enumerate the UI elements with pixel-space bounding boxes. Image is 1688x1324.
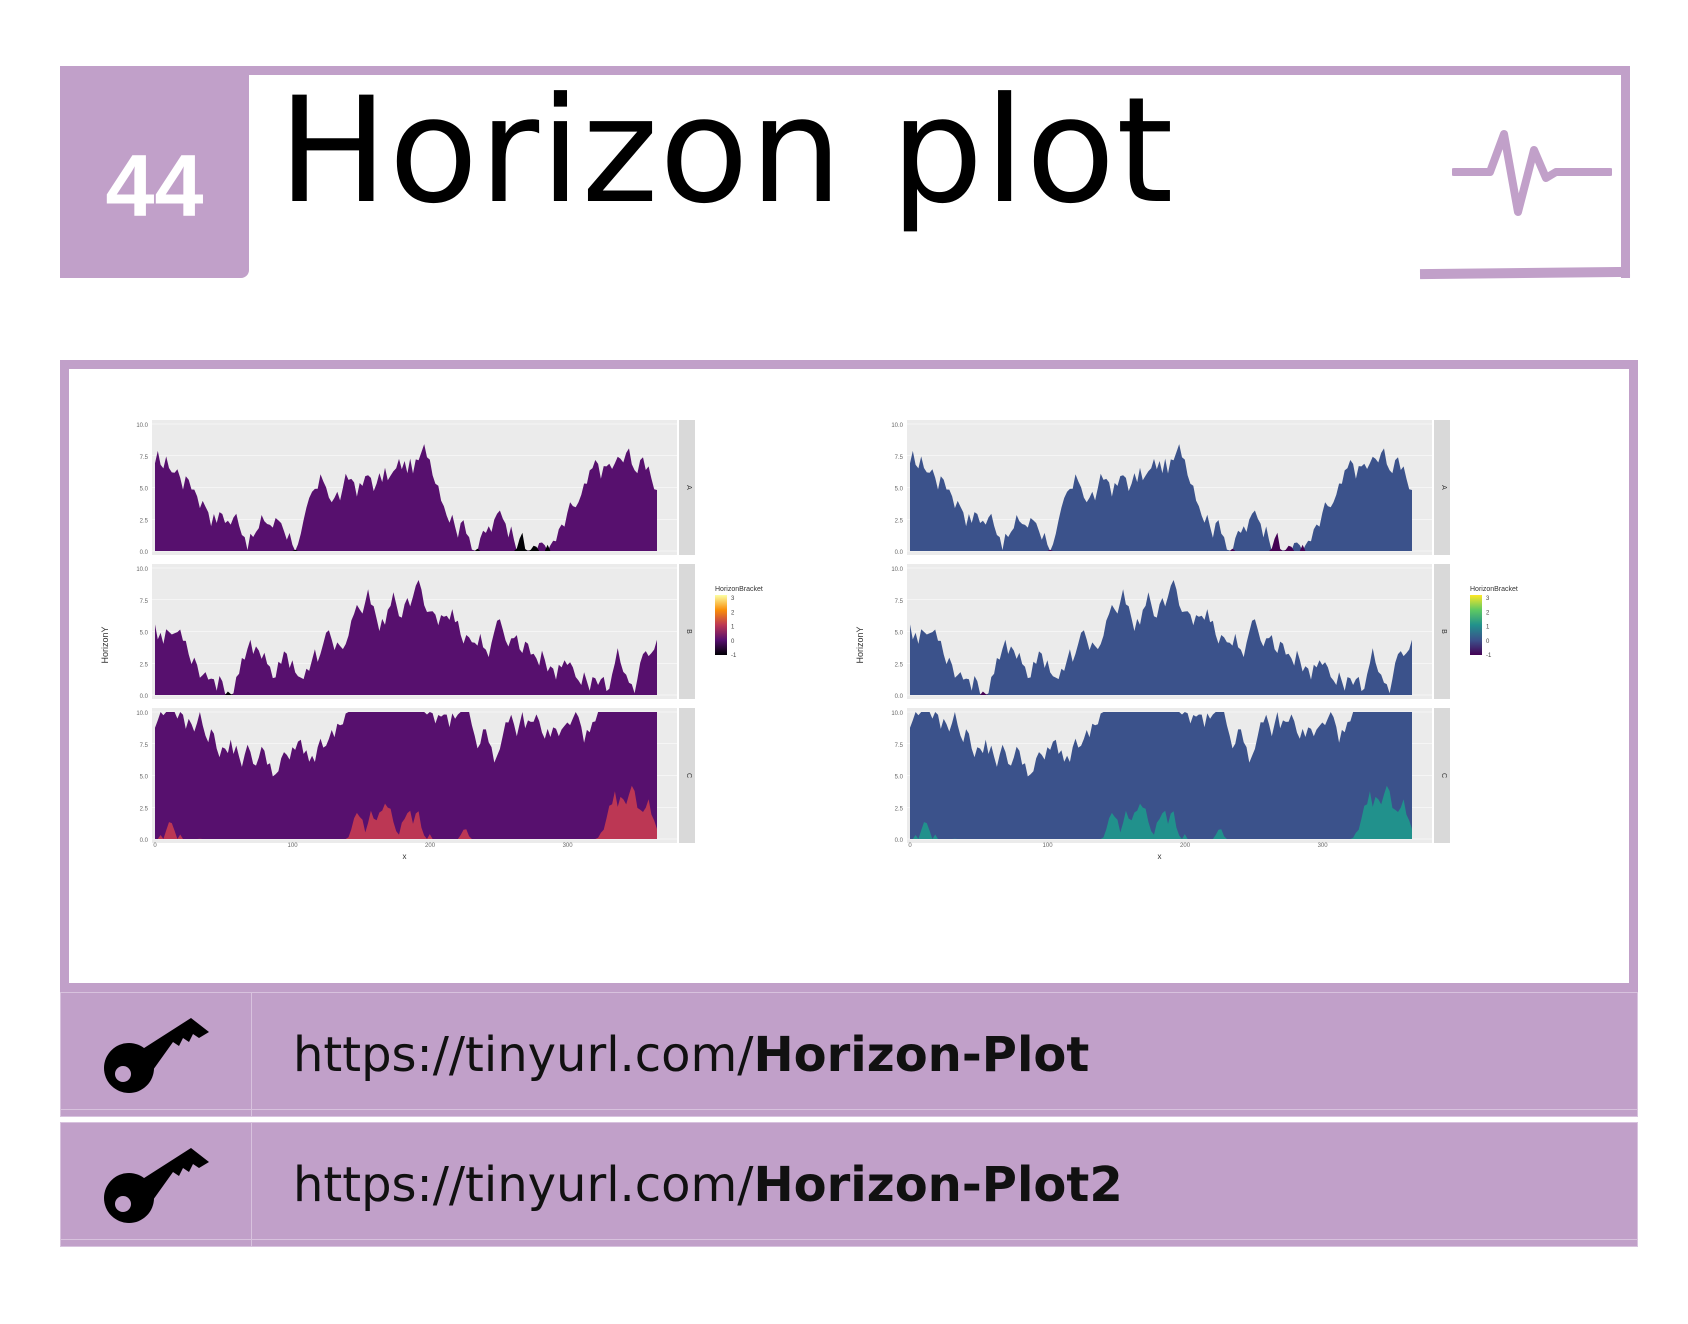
facet-strip <box>679 420 695 555</box>
y-axis-title: HorizonY <box>855 626 865 663</box>
y-tick-label: 5.0 <box>140 775 149 781</box>
y-tick-label: 10.0 <box>891 567 903 573</box>
legend-tick-label: 0 <box>731 639 735 645</box>
x-tick-label: 300 <box>1318 843 1329 849</box>
y-tick-label: 5.0 <box>140 487 149 493</box>
y-tick-label: 10.0 <box>891 711 903 717</box>
facet-strip <box>1434 420 1450 555</box>
facet-strip <box>679 564 695 699</box>
facet-label: A <box>1440 485 1447 490</box>
y-tick-label: 0.0 <box>895 838 904 844</box>
legend-tick-label: 1 <box>731 625 735 631</box>
horizon-plot-left: HorizonY0.02.55.07.510.0A0.02.55.07.510.… <box>100 420 763 861</box>
x-axis-title: x <box>403 852 407 861</box>
y-tick-label: 0.0 <box>140 550 149 556</box>
key-icon <box>104 1017 209 1093</box>
y-tick-label: 10.0 <box>136 711 148 717</box>
key-icon-cell <box>61 993 252 1116</box>
legend-title: HorizonBracket <box>715 586 763 593</box>
horizon-band-0 <box>910 444 1412 551</box>
legend-tick-label: 0 <box>1486 639 1490 645</box>
legend-tick-label: 3 <box>1486 596 1490 602</box>
link-prefix: https://tinyurl.com/ <box>293 1156 754 1213</box>
y-tick-label: 10.0 <box>136 567 148 573</box>
x-tick-label: 300 <box>563 843 574 849</box>
legend-tick-label: 3 <box>731 596 735 602</box>
y-tick-label: 0.0 <box>140 694 149 700</box>
y-tick-label: 5.0 <box>895 775 904 781</box>
key-icon <box>104 1147 209 1223</box>
horizon-band-0 <box>155 712 657 839</box>
y-tick-label: 2.5 <box>140 518 149 524</box>
horizon-band-0 <box>910 580 1412 695</box>
y-axis-title: HorizonY <box>100 626 110 663</box>
y-tick-label: 2.5 <box>895 806 904 812</box>
link-text-1[interactable]: https://tinyurl.com/Horizon-Plot <box>293 993 1089 1116</box>
y-tick-label: 2.5 <box>895 518 904 524</box>
x-tick-label: 100 <box>288 843 299 849</box>
y-tick-label: 0.0 <box>895 694 904 700</box>
y-tick-label: 2.5 <box>140 806 149 812</box>
y-tick-label: 7.5 <box>895 455 904 461</box>
y-tick-label: 10.0 <box>136 423 148 429</box>
facet-strip <box>1434 564 1450 699</box>
page-title: Horizon plot <box>278 66 1175 236</box>
y-tick-label: 7.5 <box>895 599 904 605</box>
row-divider <box>61 1109 1637 1110</box>
link-slug: Horizon-Plot2 <box>753 1156 1123 1213</box>
x-tick-label: 100 <box>1043 843 1054 849</box>
facet-label: C <box>1440 773 1447 778</box>
y-tick-label: 7.5 <box>140 599 149 605</box>
y-tick-label: 5.0 <box>895 631 904 637</box>
legend-tick-label: -1 <box>731 653 737 659</box>
row-divider <box>61 1239 1637 1240</box>
facet-label: A <box>685 485 692 490</box>
legend-tick-label: 1 <box>1486 625 1490 631</box>
facet-strip <box>1434 708 1450 843</box>
key-icon-cell <box>61 1123 252 1246</box>
link-row-2: https://tinyurl.com/Horizon-Plot2 <box>60 1122 1638 1247</box>
y-tick-label: 7.5 <box>140 743 149 749</box>
slide-number-block <box>60 66 249 278</box>
horizon-band-0 <box>155 444 657 551</box>
link-row-1: https://tinyurl.com/Horizon-Plot <box>60 992 1638 1117</box>
facet-label: B <box>1440 629 1447 634</box>
link-prefix: https://tinyurl.com/ <box>293 1026 754 1083</box>
horizon-band-1 <box>155 785 657 839</box>
y-tick-label: 0.0 <box>895 550 904 556</box>
horizon-band-0 <box>910 712 1412 839</box>
x-tick-label: 0 <box>153 843 157 849</box>
facet-strip <box>679 708 695 843</box>
y-tick-label: 2.5 <box>895 662 904 668</box>
y-tick-label: 7.5 <box>140 455 149 461</box>
link-text-2[interactable]: https://tinyurl.com/Horizon-Plot2 <box>293 1123 1123 1246</box>
facet-label: B <box>685 629 692 634</box>
pulse-icon <box>1452 130 1612 216</box>
x-tick-label: 200 <box>425 843 436 849</box>
x-axis-title: x <box>1158 852 1162 861</box>
legend-colorbar <box>1470 595 1482 655</box>
horizon-band-1 <box>910 785 1412 839</box>
legend-title: HorizonBracket <box>1470 586 1518 593</box>
legend-tick-label: -1 <box>1486 653 1492 659</box>
facet-label: C <box>685 773 692 778</box>
y-tick-label: 10.0 <box>891 423 903 429</box>
horizon-plot-right: HorizonY0.02.55.07.510.0A0.02.55.07.510.… <box>855 420 1518 861</box>
y-tick-label: 5.0 <box>895 487 904 493</box>
x-tick-label: 0 <box>908 843 912 849</box>
y-tick-label: 2.5 <box>140 662 149 668</box>
slide-number: 44 <box>105 136 204 235</box>
y-tick-label: 7.5 <box>895 743 904 749</box>
legend-tick-label: 2 <box>731 610 735 616</box>
y-tick-label: 5.0 <box>140 631 149 637</box>
legend-colorbar <box>715 595 727 655</box>
link-slug: Horizon-Plot <box>753 1026 1090 1083</box>
horizon-band-0 <box>155 580 657 695</box>
legend-tick-label: 2 <box>1486 610 1490 616</box>
y-tick-label: 0.0 <box>140 838 149 844</box>
x-tick-label: 200 <box>1180 843 1191 849</box>
